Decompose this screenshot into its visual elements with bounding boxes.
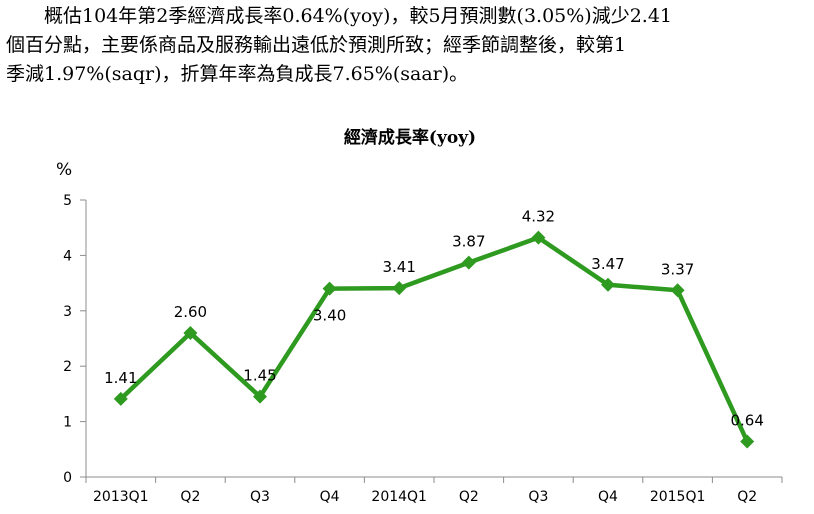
y-tick-label: 5: [63, 193, 72, 209]
x-tick-label: Q3: [250, 489, 270, 505]
y-tick-label: 0: [63, 470, 72, 486]
series-line-path: [119, 235, 750, 443]
intro-line: 概估104年第2季經濟成長率0.64%(yoy)，較5月預測數(3.05%)減少…: [44, 5, 673, 27]
data-value-label: 3.40: [313, 307, 346, 325]
x-tick-label: Q4: [320, 489, 340, 505]
data-point-marker: [392, 281, 407, 296]
y-axis-unit-label: %: [56, 160, 72, 180]
data-point-marker: [601, 277, 615, 292]
data-value-label: 3.41: [382, 258, 415, 276]
data-point-marker: [253, 389, 267, 404]
data-point-marker: [531, 230, 546, 245]
y-tick-label: 2: [63, 359, 72, 375]
data-value-label: 0.64: [730, 412, 763, 430]
data-value-label: 4.32: [522, 208, 555, 226]
intro-line: 季減1.97%(saqr)，折算年率為負成長7.65%(saar)。: [6, 63, 469, 85]
data-point-marker: [461, 255, 476, 270]
x-tick-label: 2015Q1: [650, 489, 706, 505]
series-line: [119, 235, 750, 443]
x-tick-label: Q3: [528, 489, 548, 505]
chart-title: 經濟成長率(yoy): [344, 127, 476, 148]
data-point-marker: [740, 434, 755, 449]
series-markers: [113, 230, 755, 449]
data-value-label: 3.47: [591, 255, 624, 273]
x-tick-label: 2013Q1: [93, 489, 149, 505]
y-tick-label: 4: [63, 248, 72, 264]
y-tick-label: 1: [63, 415, 72, 431]
data-value-label: 3.87: [452, 233, 485, 251]
x-tick-label: Q2: [459, 489, 479, 505]
data-value-label: 3.37: [661, 260, 694, 278]
intro-line: 個百分點，主要係商品及服務輸出遠低於預測所致；經季節調整後，較第1: [6, 34, 627, 56]
data-point-marker: [113, 391, 128, 406]
x-tick-label: Q4: [598, 489, 618, 505]
data-point-marker: [183, 325, 198, 340]
data-point-marker: [322, 281, 337, 296]
y-tick-label: 3: [63, 304, 72, 320]
intro-paragraph: 概估104年第2季經濟成長率0.64%(yoy)，較5月預測數(3.05%)減少…: [6, 2, 806, 89]
data-labels: 1.41 2.60 1.45 3.40 3.41 3.87 4.32 3.47 3.37 0.64: [104, 208, 764, 430]
axes: 0 1 2 3 4 5 2013Q1 Q2 Q3 Q4 2014Q1 Q2 Q3 Q4 2015Q1 Q2: [63, 193, 783, 505]
x-tick-label: Q2: [737, 489, 757, 505]
x-tick-label: 2014Q1: [371, 489, 427, 505]
data-point-marker: [670, 283, 685, 298]
data-value-label: 1.41: [104, 369, 137, 387]
data-value-label: 1.45: [243, 367, 276, 385]
x-tick-label: Q2: [180, 489, 200, 505]
data-value-label: 2.60: [174, 303, 207, 321]
